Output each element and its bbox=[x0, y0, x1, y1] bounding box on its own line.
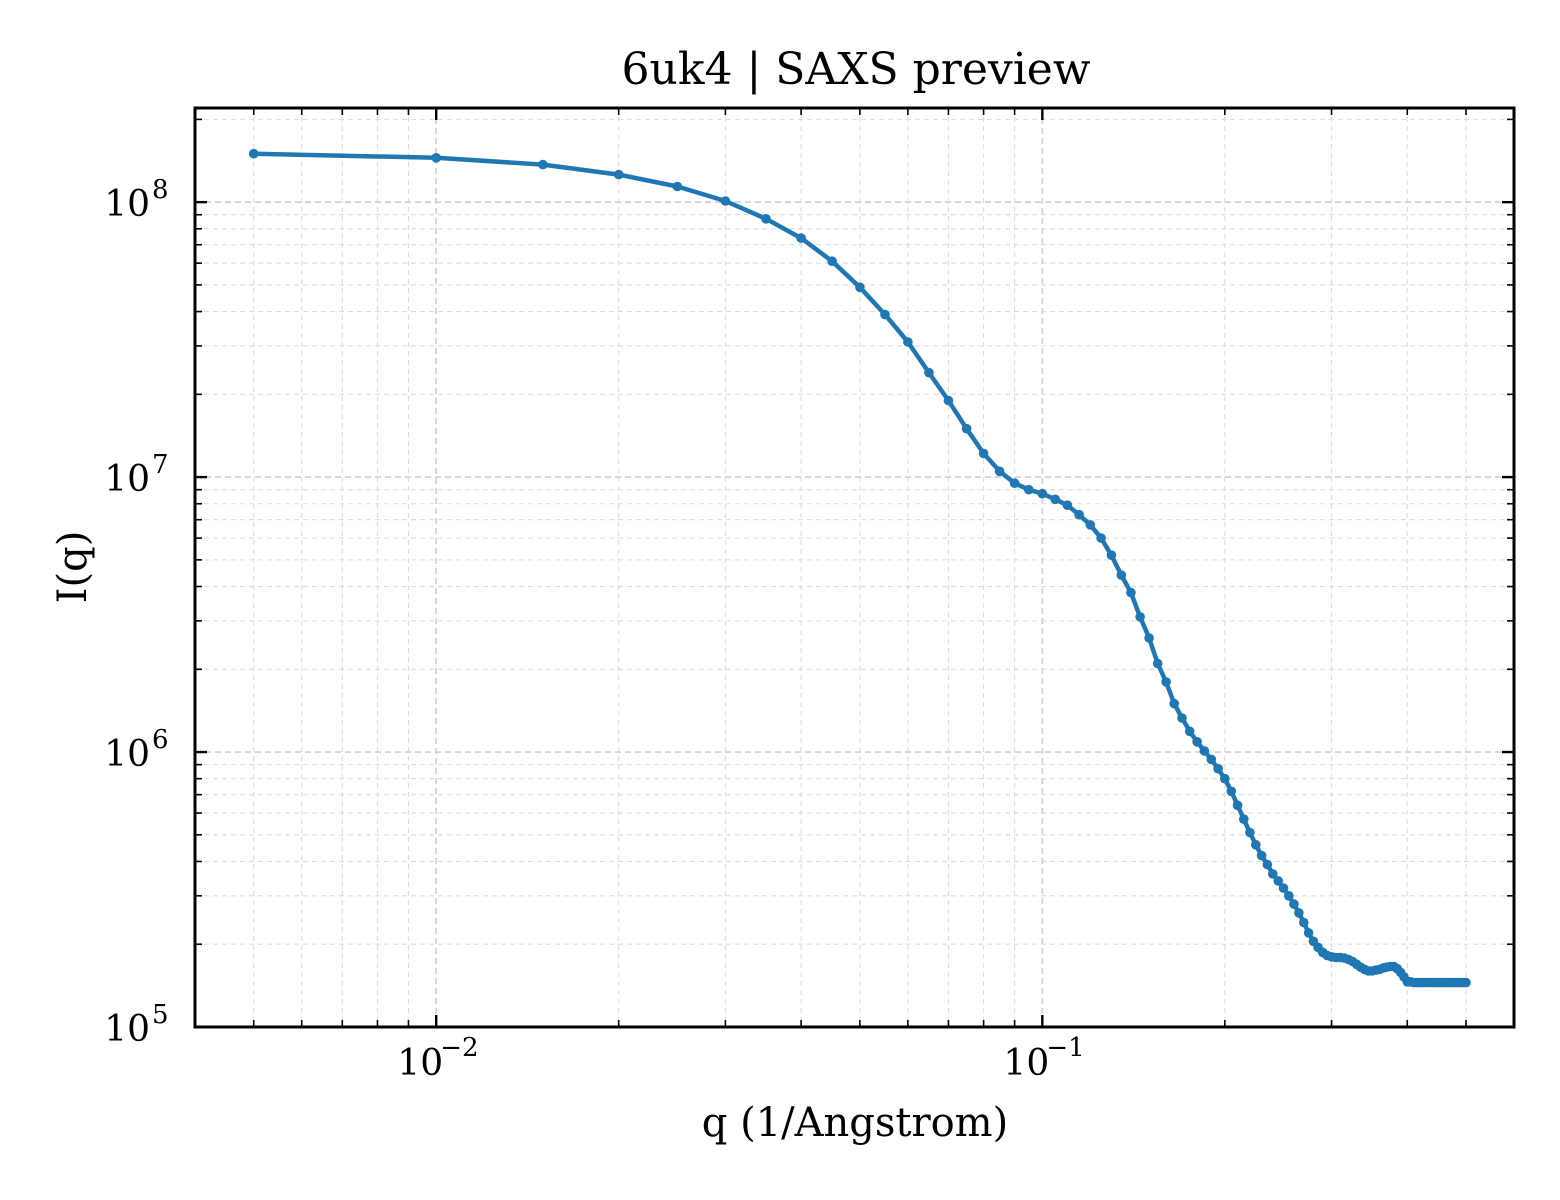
y-axis-label: I(q) bbox=[50, 531, 96, 604]
data-point bbox=[1177, 713, 1187, 723]
data-point bbox=[827, 256, 837, 267]
data-point bbox=[1135, 612, 1145, 622]
data-point bbox=[1192, 737, 1202, 747]
data-point bbox=[1256, 850, 1267, 861]
data-point bbox=[1251, 840, 1261, 850]
data-point bbox=[1213, 763, 1223, 774]
data-point bbox=[1009, 478, 1020, 489]
data-point bbox=[978, 448, 989, 459]
data-point bbox=[1299, 917, 1309, 928]
y-tick-label: 10 bbox=[104, 734, 150, 775]
data-point bbox=[943, 395, 954, 406]
data-point bbox=[1461, 977, 1471, 988]
y-tick-label-exponent: 7 bbox=[152, 450, 169, 480]
data-point bbox=[761, 214, 771, 224]
data-point bbox=[1268, 869, 1278, 879]
y-tick-label-exponent: 6 bbox=[152, 725, 169, 755]
data-point bbox=[1169, 698, 1179, 709]
data-point bbox=[248, 148, 259, 159]
y-tick-label: 10 bbox=[104, 459, 150, 500]
data-point bbox=[1062, 500, 1073, 511]
plot-frame bbox=[193, 106, 1516, 1029]
y-tick-label-exponent: 5 bbox=[152, 1000, 169, 1030]
data-point bbox=[1284, 891, 1294, 901]
x-tick-label: 10 bbox=[397, 1043, 443, 1084]
data-point bbox=[538, 159, 548, 170]
x-tick-label: 10 bbox=[1003, 1043, 1049, 1084]
x-axis-label: q (1/Angstrom) bbox=[702, 1100, 1008, 1146]
data-point bbox=[1144, 633, 1154, 643]
data-point bbox=[1116, 570, 1127, 580]
data-point bbox=[1289, 899, 1299, 909]
data-point bbox=[431, 153, 442, 163]
data-point bbox=[903, 337, 913, 347]
data-point bbox=[855, 282, 865, 293]
data-point bbox=[1184, 726, 1195, 737]
data-point bbox=[880, 309, 890, 320]
data-point bbox=[1226, 786, 1237, 797]
y-tick-label: 10 bbox=[104, 184, 150, 225]
data-point bbox=[1126, 587, 1136, 598]
data-point bbox=[1161, 677, 1171, 687]
data-point bbox=[1050, 494, 1060, 505]
data-point bbox=[796, 233, 806, 243]
data-point bbox=[1294, 908, 1304, 918]
data-point bbox=[1245, 827, 1255, 838]
x-tick-label-exponent: −2 bbox=[440, 1033, 478, 1063]
data-point bbox=[1303, 928, 1314, 938]
data-point bbox=[1239, 814, 1249, 824]
data-point bbox=[1106, 550, 1117, 560]
data-point bbox=[613, 169, 624, 180]
data-point bbox=[1273, 876, 1283, 886]
data-point bbox=[1199, 746, 1210, 756]
data-point bbox=[1024, 484, 1034, 495]
data-point bbox=[924, 367, 934, 378]
data-point bbox=[1278, 883, 1289, 893]
data-point bbox=[1220, 773, 1230, 784]
data-point bbox=[1152, 658, 1163, 669]
y-tick-label: 10 bbox=[104, 1009, 150, 1050]
data-point bbox=[1096, 533, 1106, 543]
data-point bbox=[1037, 488, 1048, 499]
chart-title: 6uk4 | SAXS preview bbox=[621, 44, 1090, 95]
data-point bbox=[994, 466, 1005, 477]
x-tick-label-exponent: −1 bbox=[1046, 1033, 1084, 1063]
data-point bbox=[1232, 800, 1243, 811]
data-point bbox=[1074, 509, 1084, 520]
data-point bbox=[1206, 754, 1217, 765]
y-tick-label-exponent: 8 bbox=[152, 175, 169, 205]
series-layer bbox=[248, 148, 1471, 988]
data-point bbox=[961, 423, 972, 434]
data-point bbox=[1262, 859, 1273, 870]
data-point bbox=[720, 196, 731, 206]
data-point bbox=[672, 181, 683, 192]
data-point bbox=[1085, 520, 1096, 530]
